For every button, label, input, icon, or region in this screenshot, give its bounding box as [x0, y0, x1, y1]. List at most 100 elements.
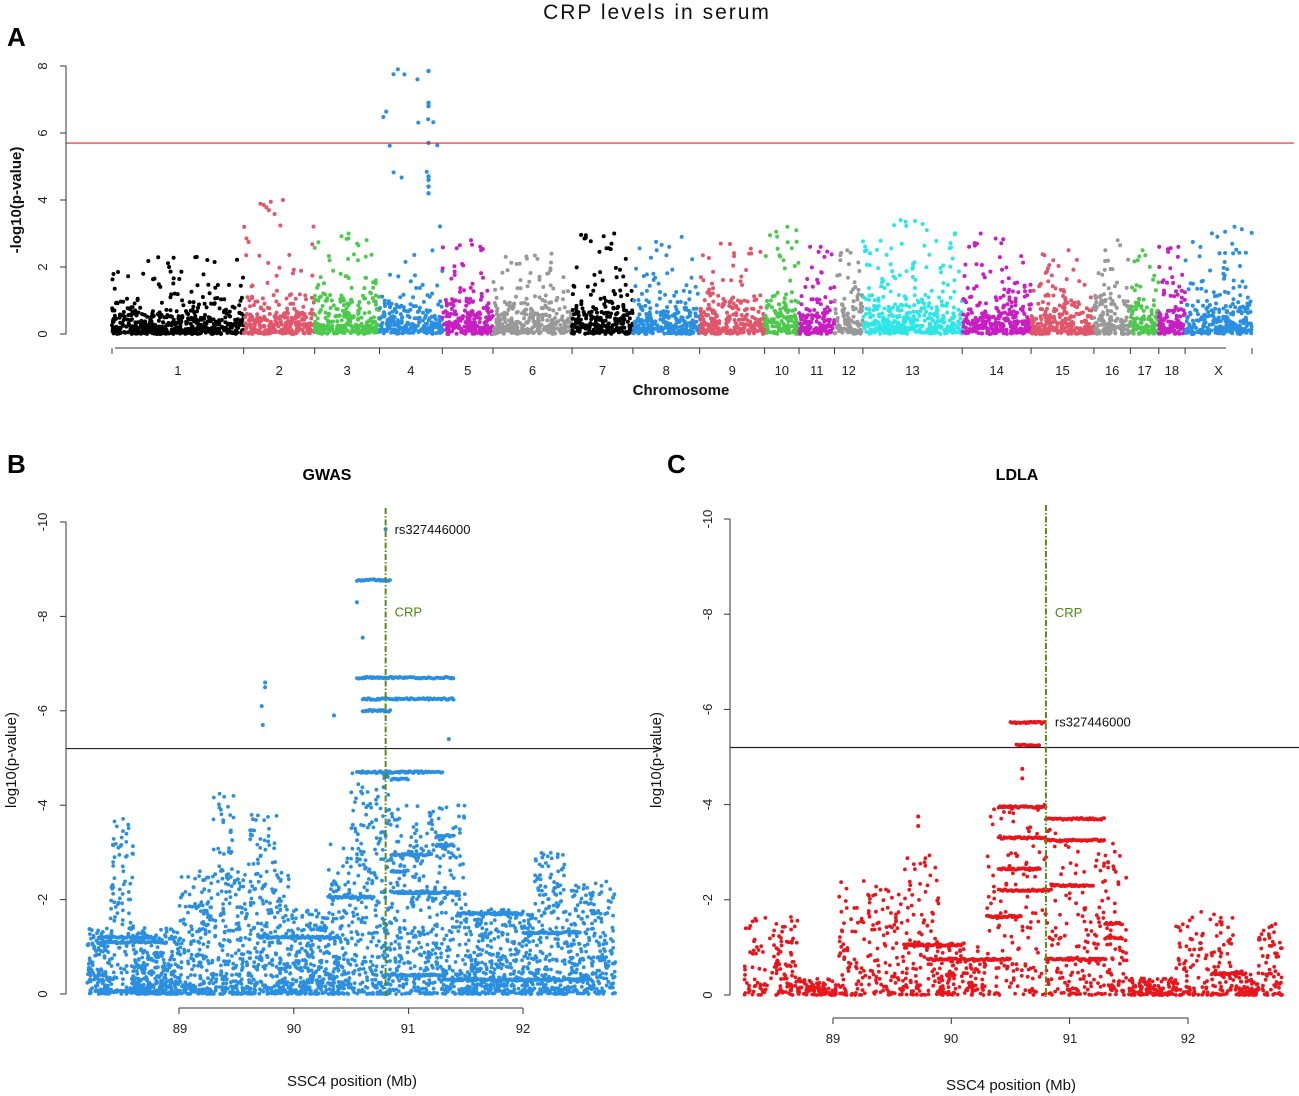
- manhattan-point: [247, 298, 252, 303]
- manhattan-point: [528, 330, 533, 335]
- manhattan-point: [684, 331, 689, 336]
- manhattan-point: [244, 236, 249, 241]
- manhattan-point: [1023, 329, 1028, 334]
- manhattan-point: [646, 318, 651, 323]
- manhattan-point: [274, 322, 279, 327]
- manhattan-point: [411, 295, 416, 300]
- manhattan-point: [848, 250, 853, 255]
- manhattan-point: [1105, 308, 1110, 313]
- manhattan-point: [1157, 311, 1162, 315]
- manhattan-point: [634, 323, 639, 328]
- manhattan-point: [244, 326, 248, 331]
- manhattan-point: [1201, 303, 1205, 308]
- manhattan-point: [973, 315, 978, 320]
- manhattan-point: [258, 201, 263, 206]
- manhattan-point: [792, 264, 797, 268]
- panel-label-c: C: [667, 449, 686, 479]
- manhattan-point: [349, 297, 354, 302]
- manhattan-point: [1147, 264, 1152, 269]
- manhattan-point: [927, 301, 932, 306]
- manhattan-point: [842, 296, 847, 301]
- manhattan-point: [171, 255, 176, 260]
- manhattan-point: [614, 325, 619, 330]
- manhattan-point: [554, 298, 559, 303]
- manhattan-point: [1237, 284, 1242, 289]
- manhattan-point: [869, 330, 874, 335]
- manhattan-point: [744, 307, 749, 311]
- manhattan-point: [972, 286, 976, 291]
- manhattan-point: [835, 273, 840, 278]
- manhattan-point: [824, 331, 829, 336]
- manhattan-point: [674, 331, 679, 336]
- manhattan-point: [597, 249, 602, 254]
- manhattan-point: [1215, 293, 1220, 298]
- manhattan-peak-point: [838, 258, 843, 263]
- manhattan-point: [829, 252, 834, 257]
- manhattan-point: [197, 302, 201, 307]
- manhattan-point: [948, 295, 953, 300]
- manhattan-point: [525, 284, 530, 289]
- manhattan-point: [711, 269, 716, 274]
- manhattan-point: [792, 313, 797, 318]
- manhattan-point: [1039, 317, 1044, 322]
- manhattan-point: [929, 306, 934, 311]
- manhattan-point: [659, 242, 664, 247]
- manhattan-point: [1196, 299, 1200, 304]
- manhattan-point: [309, 295, 314, 300]
- manhattan-point: [668, 299, 673, 304]
- gwas-point: [211, 795, 216, 800]
- manhattan-point: [171, 321, 176, 326]
- manhattan-point: [611, 305, 616, 310]
- manhattan-point: [781, 326, 786, 331]
- manhattan-point: [903, 325, 907, 330]
- manhattan-point: [242, 330, 246, 335]
- manhattan-point: [391, 72, 396, 77]
- manhattan-point: [1029, 314, 1034, 319]
- manhattan-point: [1126, 329, 1131, 334]
- manhattan-point: [1026, 325, 1031, 330]
- gwas-point: [112, 876, 117, 880]
- manhattan-point: [489, 309, 494, 314]
- manhattan-point: [588, 292, 593, 297]
- manhattan-point: [1015, 280, 1020, 285]
- manhattan-peak-point: [1166, 249, 1171, 254]
- manhattan-point: [228, 314, 233, 319]
- manhattan-point: [415, 316, 419, 321]
- manhattan-point: [815, 277, 820, 282]
- manhattan-point: [493, 287, 498, 292]
- manhattan-point: [408, 279, 413, 284]
- manhattan-point: [524, 327, 529, 332]
- manhattan-point: [1168, 293, 1173, 298]
- manhattan-point: [1022, 283, 1027, 288]
- manhattan-point: [245, 312, 249, 316]
- manhattan-point: [939, 299, 944, 304]
- manhattan-point: [355, 258, 360, 263]
- manhattan-point: [652, 321, 657, 326]
- manhattan-point: [657, 296, 662, 301]
- manhattan-point: [319, 323, 323, 328]
- manhattan-point: [468, 285, 473, 290]
- manhattan-point: [1109, 302, 1114, 306]
- manhattan-point: [651, 271, 656, 276]
- manhattan-point: [570, 308, 575, 312]
- manhattan-point: [691, 306, 696, 311]
- manhattan-point: [682, 322, 687, 327]
- manhattan-point: [436, 325, 441, 330]
- manhattan-point: [227, 309, 232, 314]
- manhattan-point: [823, 295, 828, 300]
- manhattan-point: [236, 321, 241, 326]
- manhattan-point: [1238, 293, 1243, 298]
- manhattan-point: [427, 294, 432, 299]
- manhattan-point: [478, 328, 483, 333]
- manhattan-point: [912, 286, 917, 290]
- gwas-point: [300, 946, 304, 951]
- manhattan-point: [1231, 278, 1236, 283]
- manhattan-point: [189, 289, 194, 294]
- manhattan-point: [716, 293, 721, 298]
- manhattan-point: [1105, 312, 1110, 317]
- manhattan-point: [761, 331, 766, 336]
- manhattan-chromosome-label: 9: [729, 363, 736, 378]
- manhattan-point: [246, 240, 251, 244]
- manhattan-point: [345, 301, 350, 306]
- manhattan-point: [276, 316, 281, 320]
